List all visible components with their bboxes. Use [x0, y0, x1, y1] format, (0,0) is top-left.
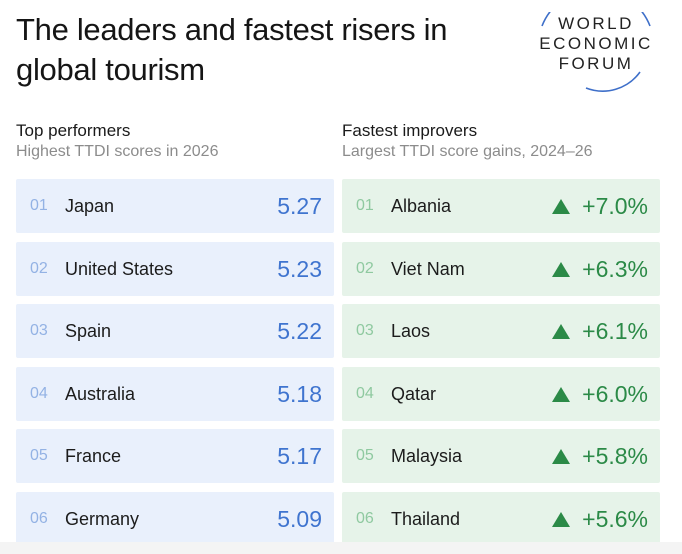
- country-name: Thailand: [391, 508, 461, 529]
- fastest-improvers-list: 01 Albania +7.0% 02 Viet Nam +6.3% 03 La…: [342, 179, 660, 554]
- fastest-improvers-heading: Fastest improvers: [342, 121, 478, 140]
- country-name: Spain: [65, 321, 112, 341]
- list-item: 05 France 5.17: [16, 429, 334, 483]
- list-item: 04 Australia 5.18: [16, 366, 334, 421]
- rank-number: 05: [30, 447, 48, 464]
- country-name: Qatar: [391, 383, 437, 404]
- logo-line-3: FORUM: [558, 54, 634, 73]
- rank-number: 03: [356, 322, 374, 339]
- ttdi-score: 5.17: [277, 443, 322, 469]
- country-name: Viet Nam: [391, 258, 465, 279]
- list-item: 04 Qatar +6.0%: [342, 366, 660, 421]
- list-item: 03 Laos +6.1%: [342, 304, 660, 358]
- list-item: 01 Japan 5.27: [16, 179, 334, 233]
- logo-line-2: ECONOMIC: [539, 34, 653, 53]
- country-name: United States: [65, 258, 174, 279]
- triangle-up-icon: [552, 386, 570, 402]
- rank-number: 03: [30, 322, 48, 339]
- rank-number: 06: [30, 509, 48, 527]
- triangle-up-icon: [552, 511, 570, 527]
- country-name: Germany: [65, 508, 140, 529]
- triangle-up-icon: [552, 199, 570, 214]
- list-item: 03 Spain 5.22: [16, 304, 334, 358]
- ttdi-score: 5.22: [277, 318, 322, 344]
- country-name: Japan: [65, 196, 115, 216]
- country-name: Laos: [391, 321, 431, 341]
- top-performers-subheading: Highest TTDI scores in 2026: [16, 143, 219, 160]
- rank-number: 04: [356, 384, 374, 402]
- score-gain: +6.1%: [582, 318, 648, 344]
- triangle-up-icon: [552, 261, 570, 277]
- triangle-up-icon: [552, 449, 570, 464]
- score-gain: +5.6%: [582, 505, 648, 532]
- fastest-improvers-subheading: Largest TTDI score gains, 2024–26: [342, 143, 593, 160]
- rank-number: 06: [356, 509, 374, 527]
- score-gain: +6.0%: [582, 380, 648, 407]
- list-item: 06 Germany 5.09: [16, 491, 334, 546]
- country-name: Australia: [65, 383, 136, 404]
- top-performers-heading: Top performers: [16, 121, 131, 140]
- ttdi-score: 5.23: [277, 255, 322, 282]
- wef-logo: WORLD ECONOMIC FORUM: [528, 12, 664, 92]
- rank-number: 02: [356, 259, 374, 277]
- rank-number: 04: [30, 384, 48, 402]
- country-name: France: [65, 446, 122, 466]
- top-performers-header: Top performers Highest TTDI scores in 20…: [16, 120, 218, 162]
- logo-arcs-icon: [541, 12, 651, 92]
- top-performers-list: 01 Japan 5.27 02 United States 5.23 03 S…: [16, 179, 334, 554]
- score-gain: +5.8%: [582, 443, 648, 469]
- fastest-improvers-header: Fastest improvers Largest TTDI score gai…: [342, 120, 593, 162]
- list-item: 05 Malaysia +5.8%: [342, 429, 660, 483]
- list-item: 02 Viet Nam +6.3%: [342, 241, 660, 296]
- bottom-divider: [0, 542, 682, 554]
- ttdi-score: 5.09: [277, 505, 322, 532]
- rank-number: 01: [30, 197, 48, 214]
- country-name: Albania: [391, 196, 452, 216]
- logo-line-1: WORLD: [558, 14, 634, 33]
- list-item: 01 Albania +7.0%: [342, 179, 660, 233]
- rank-number: 02: [30, 259, 48, 277]
- page-title: The leaders and fastest risers in global…: [16, 12, 448, 87]
- score-gain: +7.0%: [582, 193, 648, 219]
- country-name: Malaysia: [391, 446, 463, 466]
- ttdi-score: 5.27: [277, 193, 322, 219]
- score-gain: +6.3%: [582, 255, 648, 282]
- list-item: 02 United States 5.23: [16, 241, 334, 296]
- rank-number: 05: [356, 447, 374, 464]
- rank-number: 01: [356, 197, 374, 214]
- triangle-up-icon: [552, 324, 570, 339]
- ttdi-score: 5.18: [277, 380, 322, 407]
- list-item: 06 Thailand +5.6%: [342, 491, 660, 546]
